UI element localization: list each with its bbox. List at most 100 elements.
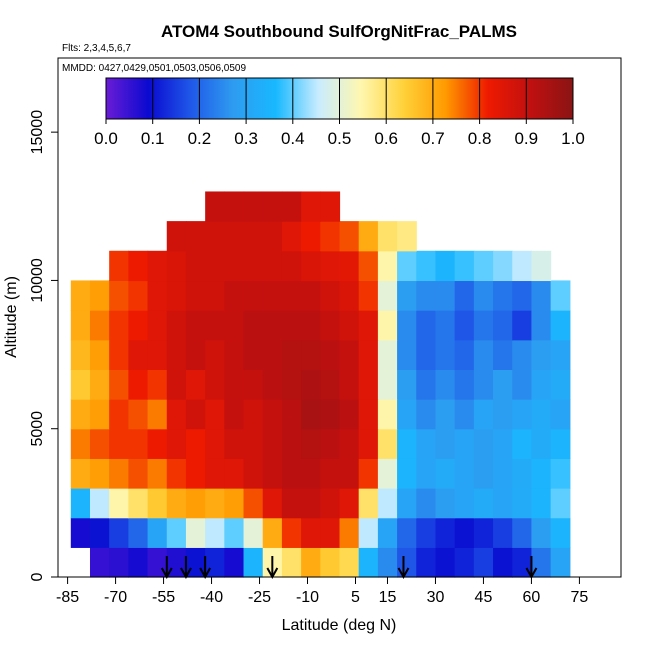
- heatmap-cell: [531, 399, 552, 430]
- heatmap-cell: [531, 339, 552, 370]
- colorbar-tick-label: 0.7: [421, 129, 445, 148]
- heatmap-cell: [377, 428, 398, 459]
- heatmap-cell: [493, 280, 513, 311]
- heatmap-cell: [109, 458, 129, 489]
- heatmap-cell: [262, 250, 283, 282]
- heatmap-cell: [512, 339, 533, 370]
- y-axis-label: Altitude (m): [3, 276, 20, 358]
- heatmap-cell: [473, 250, 494, 282]
- heatmap-cell: [89, 428, 110, 459]
- heatmap-cell: [109, 310, 129, 341]
- heatmap-cell: [377, 458, 398, 489]
- heatmap-cell: [377, 399, 398, 430]
- heatmap-cell: [205, 399, 225, 430]
- heatmap-cell: [435, 339, 456, 370]
- heatmap-cell: [454, 369, 475, 400]
- heatmap-cell: [109, 339, 129, 370]
- heatmap-cell: [454, 517, 475, 548]
- colorbar-tick-label: 0.4: [281, 129, 305, 148]
- heatmap-cell: [243, 488, 264, 519]
- heatmap-cell: [243, 280, 264, 311]
- heatmap-cell: [262, 428, 283, 459]
- heatmap-cell: [416, 369, 437, 400]
- heatmap-cell: [166, 310, 187, 341]
- heatmap-cell: [531, 517, 552, 548]
- heatmap-cell: [320, 369, 341, 400]
- heatmap-cell: [416, 339, 437, 370]
- heatmap-cell: [435, 250, 456, 282]
- heatmap-cell: [185, 399, 206, 430]
- heatmap-cell: [281, 428, 302, 459]
- heatmap-cell: [320, 547, 341, 578]
- heatmap-cell: [281, 369, 302, 400]
- heatmap-cell: [550, 399, 571, 430]
- heatmap-cell: [377, 369, 398, 400]
- heatmap-cell: [454, 428, 475, 459]
- heatmap-cell: [166, 458, 187, 489]
- heatmap-cell: [339, 310, 360, 341]
- heatmap-cell: [262, 221, 283, 252]
- heatmap-cell: [147, 488, 168, 519]
- heatmap-cell: [512, 488, 533, 519]
- heatmap-cell: [70, 399, 91, 430]
- heatmap-cell: [301, 280, 321, 311]
- heatmap-cell: [147, 280, 168, 311]
- heatmap-cell: [109, 280, 129, 311]
- x-tick-label: -70: [104, 589, 127, 606]
- heatmap-cell: [550, 428, 571, 459]
- heatmap-cell: [281, 221, 302, 252]
- heatmap-cell: [550, 280, 571, 311]
- heatmap-cell: [435, 547, 456, 578]
- heatmap-cell: [377, 310, 398, 341]
- x-tick-label: 45: [475, 589, 493, 606]
- heatmap-cell: [473, 517, 494, 548]
- heatmap-cell: [531, 488, 552, 519]
- heatmap-cell: [262, 517, 283, 548]
- heatmap-cell: [166, 250, 187, 282]
- heatmap-cell: [531, 458, 552, 489]
- heatmap-cell: [320, 310, 341, 341]
- heatmap-cell: [185, 280, 206, 311]
- heatmap-cell: [281, 547, 302, 578]
- heatmap-cell: [224, 280, 245, 311]
- heatmap-cell: [128, 369, 149, 400]
- heatmap-cell: [281, 488, 302, 519]
- heatmap-cell: [89, 339, 110, 370]
- heatmap-cell: [512, 458, 533, 489]
- chart-subtitle-dates: MMDD: 0427,0429,0501,0503,0506,0509: [62, 63, 246, 74]
- heatmap-cell: [473, 428, 494, 459]
- heatmap-cell: [109, 369, 129, 400]
- heatmap-cell: [358, 369, 379, 400]
- heatmap-cell: [301, 250, 321, 282]
- heatmap-cell: [493, 310, 513, 341]
- heatmap-cell: [301, 428, 321, 459]
- heatmap-cell: [397, 399, 417, 430]
- y-tick-label: 0: [29, 572, 46, 581]
- heatmap-cell: [262, 280, 283, 311]
- heatmap-cell: [339, 399, 360, 430]
- heatmap-cell: [397, 221, 417, 252]
- heatmap-cell: [320, 428, 341, 459]
- heatmap-cell: [339, 428, 360, 459]
- heatmap-cell: [339, 458, 360, 489]
- colorbar-tick-label: 0.5: [328, 129, 352, 148]
- heatmap-cell: [397, 369, 417, 400]
- x-tick-label: -25: [248, 589, 271, 606]
- heatmap-layer: [70, 191, 571, 578]
- heatmap-cell: [243, 339, 264, 370]
- heatmap-cell: [493, 250, 513, 282]
- heatmap-cell: [70, 369, 91, 400]
- heatmap-cell: [358, 280, 379, 311]
- heatmap-cell: [224, 221, 245, 252]
- heatmap-cell: [358, 458, 379, 489]
- heatmap-cell: [377, 547, 398, 578]
- heatmap-cell: [454, 339, 475, 370]
- heatmap-cell: [166, 488, 187, 519]
- heatmap-cell: [185, 250, 206, 282]
- heatmap-cell: [262, 488, 283, 519]
- heatmap-cell: [109, 517, 129, 548]
- heatmap-cell: [320, 191, 341, 222]
- heatmap-cell: [147, 428, 168, 459]
- heatmap-cell: [473, 280, 494, 311]
